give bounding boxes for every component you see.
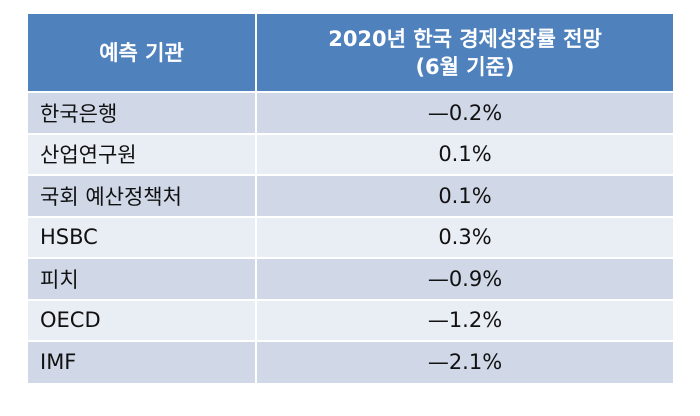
org-cell: 한국은행 <box>28 91 257 134</box>
value-cell: 0.1% <box>256 132 673 175</box>
org-cell: HSBC <box>28 215 257 258</box>
table-body: 한국은행 —0.2% 산업연구원 0.1% 국회 예산정책처 0.1% HSBC… <box>28 91 673 383</box>
table-row: 한국은행 —0.2% <box>28 91 673 134</box>
org-cell: OECD <box>28 298 257 341</box>
org-cell: 산업연구원 <box>28 132 257 175</box>
growth-forecast-table: 예측 기관 2020년 한국 경제성장률 전망 (6월 기준) 한국은행 —0.… <box>28 14 673 383</box>
table-row: OECD —1.2% <box>28 298 673 341</box>
header-org-label: 예측 기관 <box>99 40 184 65</box>
table-row: IMF —2.1% <box>28 340 673 383</box>
value-cell: —1.2% <box>256 298 673 341</box>
table-header: 예측 기관 2020년 한국 경제성장률 전망 (6월 기준) <box>28 14 673 92</box>
org-cell: 국회 예산정책처 <box>28 174 257 217</box>
header-row: 예측 기관 2020년 한국 경제성장률 전망 (6월 기준) <box>28 14 673 92</box>
header-forecast: 2020년 한국 경제성장률 전망 (6월 기준) <box>256 14 673 92</box>
header-org: 예측 기관 <box>28 14 257 92</box>
org-cell: 피치 <box>28 257 257 300</box>
table-row: 피치 —0.9% <box>28 257 673 300</box>
header-forecast-line2: (6월 기준) <box>415 54 515 79</box>
table-row: 산업연구원 0.1% <box>28 132 673 175</box>
value-cell: 0.1% <box>256 174 673 217</box>
value-cell: —0.2% <box>256 91 673 134</box>
org-cell: IMF <box>28 340 257 383</box>
table-row: 국회 예산정책처 0.1% <box>28 174 673 217</box>
value-cell: —0.9% <box>256 257 673 300</box>
value-cell: —2.1% <box>256 340 673 383</box>
value-cell: 0.3% <box>256 215 673 258</box>
table-row: HSBC 0.3% <box>28 215 673 258</box>
header-forecast-line1: 2020년 한국 경제성장률 전망 <box>328 26 602 51</box>
